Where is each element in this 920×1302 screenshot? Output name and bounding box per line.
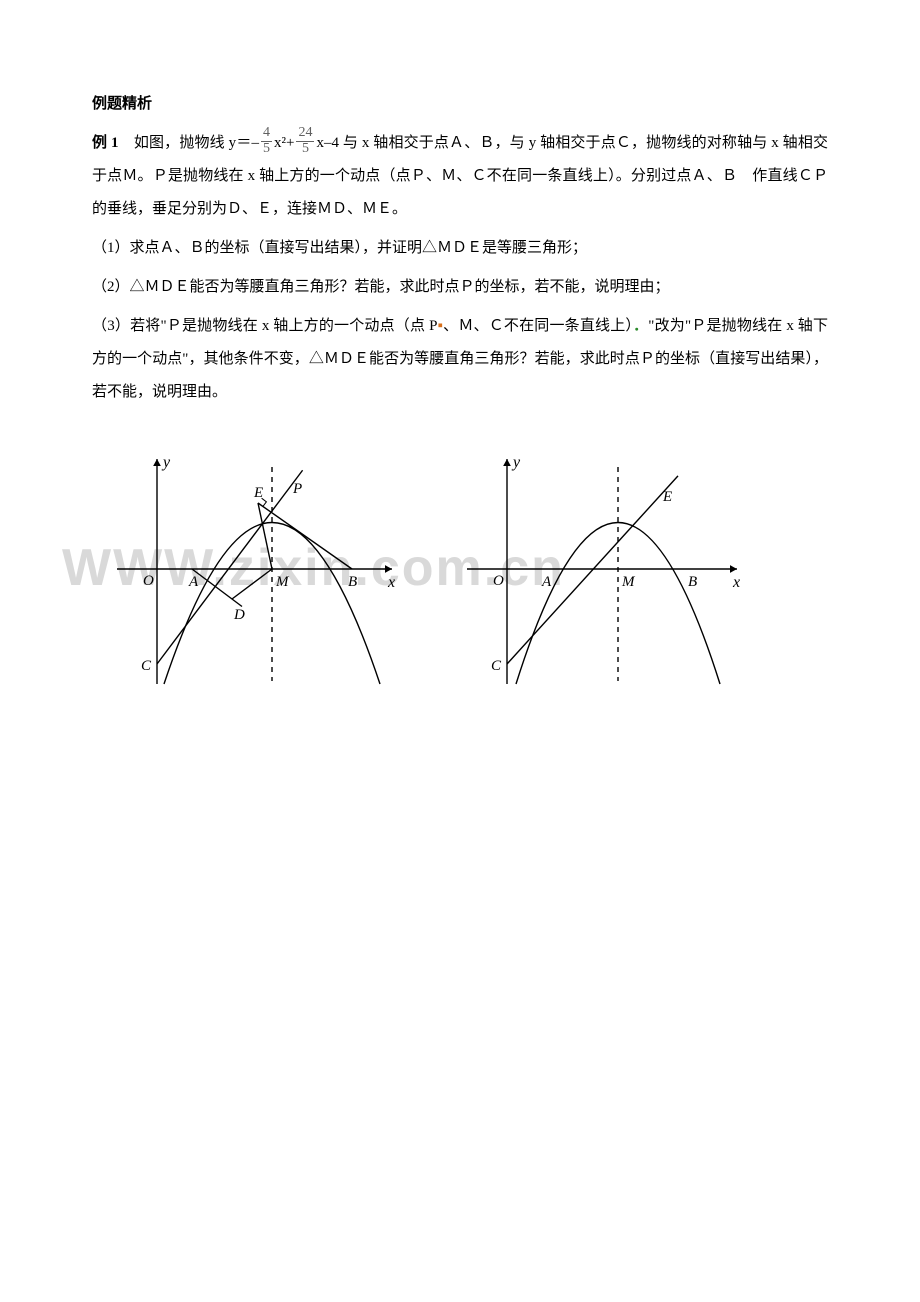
svg-text:C: C [141,658,152,674]
svg-text:O: O [143,573,154,589]
intro-before-eq: 如图，抛物线 y＝– [134,135,259,151]
svg-text:A: A [541,574,552,590]
svg-text:O: O [493,573,504,589]
question-2: （2）△ＭＤＥ能否为等腰直角三角形？若能，求此时点Ｐ的坐标，若不能，说明理由； [92,271,828,304]
svg-text:P: P [292,481,302,497]
svg-text:y: y [511,454,521,471]
svg-text:M: M [621,574,636,590]
geometry-figure: y x O A B M C D E Py x O A B M C E [92,449,752,699]
svg-text:C: C [491,658,502,674]
fraction-2: 245 [296,126,314,156]
svg-text:E: E [662,489,672,505]
q3-part-a: （3）若将"Ｐ是抛物线在 x 轴上方的一个动点（点 P [92,318,437,334]
q3-part-b: 、Ｍ、Ｃ不在同一条直线上） [443,318,633,334]
svg-text:M: M [275,574,290,590]
svg-text:y: y [161,454,171,471]
svg-text:x: x [387,574,395,591]
svg-text:E: E [253,485,263,501]
green-dot-icon: ． [633,318,648,334]
section-heading: 例题精析 [92,96,152,112]
svg-text:D: D [233,607,245,623]
example-intro: 例 1 如图，抛物线 y＝–45x²+245x–4 与 x 轴相交于点Ａ、Ｂ，与… [92,127,828,226]
svg-text:A: A [188,574,199,590]
svg-text:B: B [688,574,697,590]
example-label: 例 1 [92,135,119,151]
svg-text:x: x [732,574,740,591]
fraction-1: 45 [261,126,272,156]
question-1: （1）求点Ａ、Ｂ的坐标（直接写出结果），并证明△ＭＤＥ是等腰三角形； [92,232,828,265]
question-3: （3）若将"Ｐ是抛物线在 x 轴上方的一个动点（点 P▪、Ｍ、Ｃ不在同一条直线上… [92,310,828,409]
figure-container: WWW.zixin.com.cn yxOABMCDEPyxOABMCE [92,449,828,709]
intro-mid1: x²+ [274,135,294,151]
svg-text:B: B [348,574,357,590]
